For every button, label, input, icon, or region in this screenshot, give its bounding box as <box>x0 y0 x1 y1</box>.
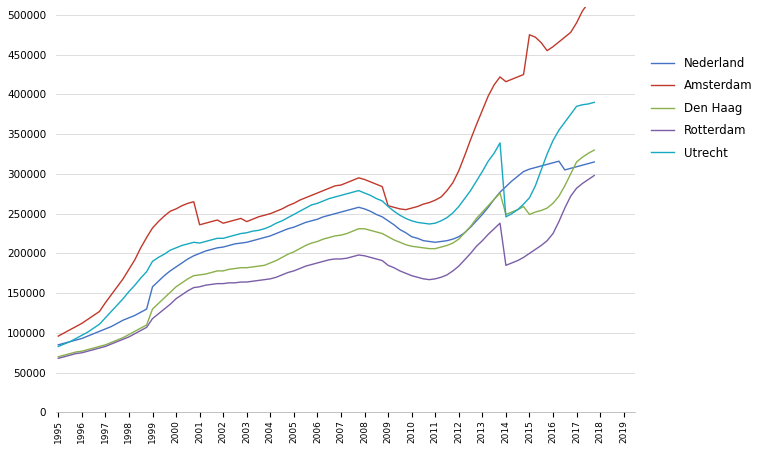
Legend: Nederland, Amsterdam, Den Haag, Rotterdam, Utrecht: Nederland, Amsterdam, Den Haag, Rotterda… <box>647 54 756 163</box>
